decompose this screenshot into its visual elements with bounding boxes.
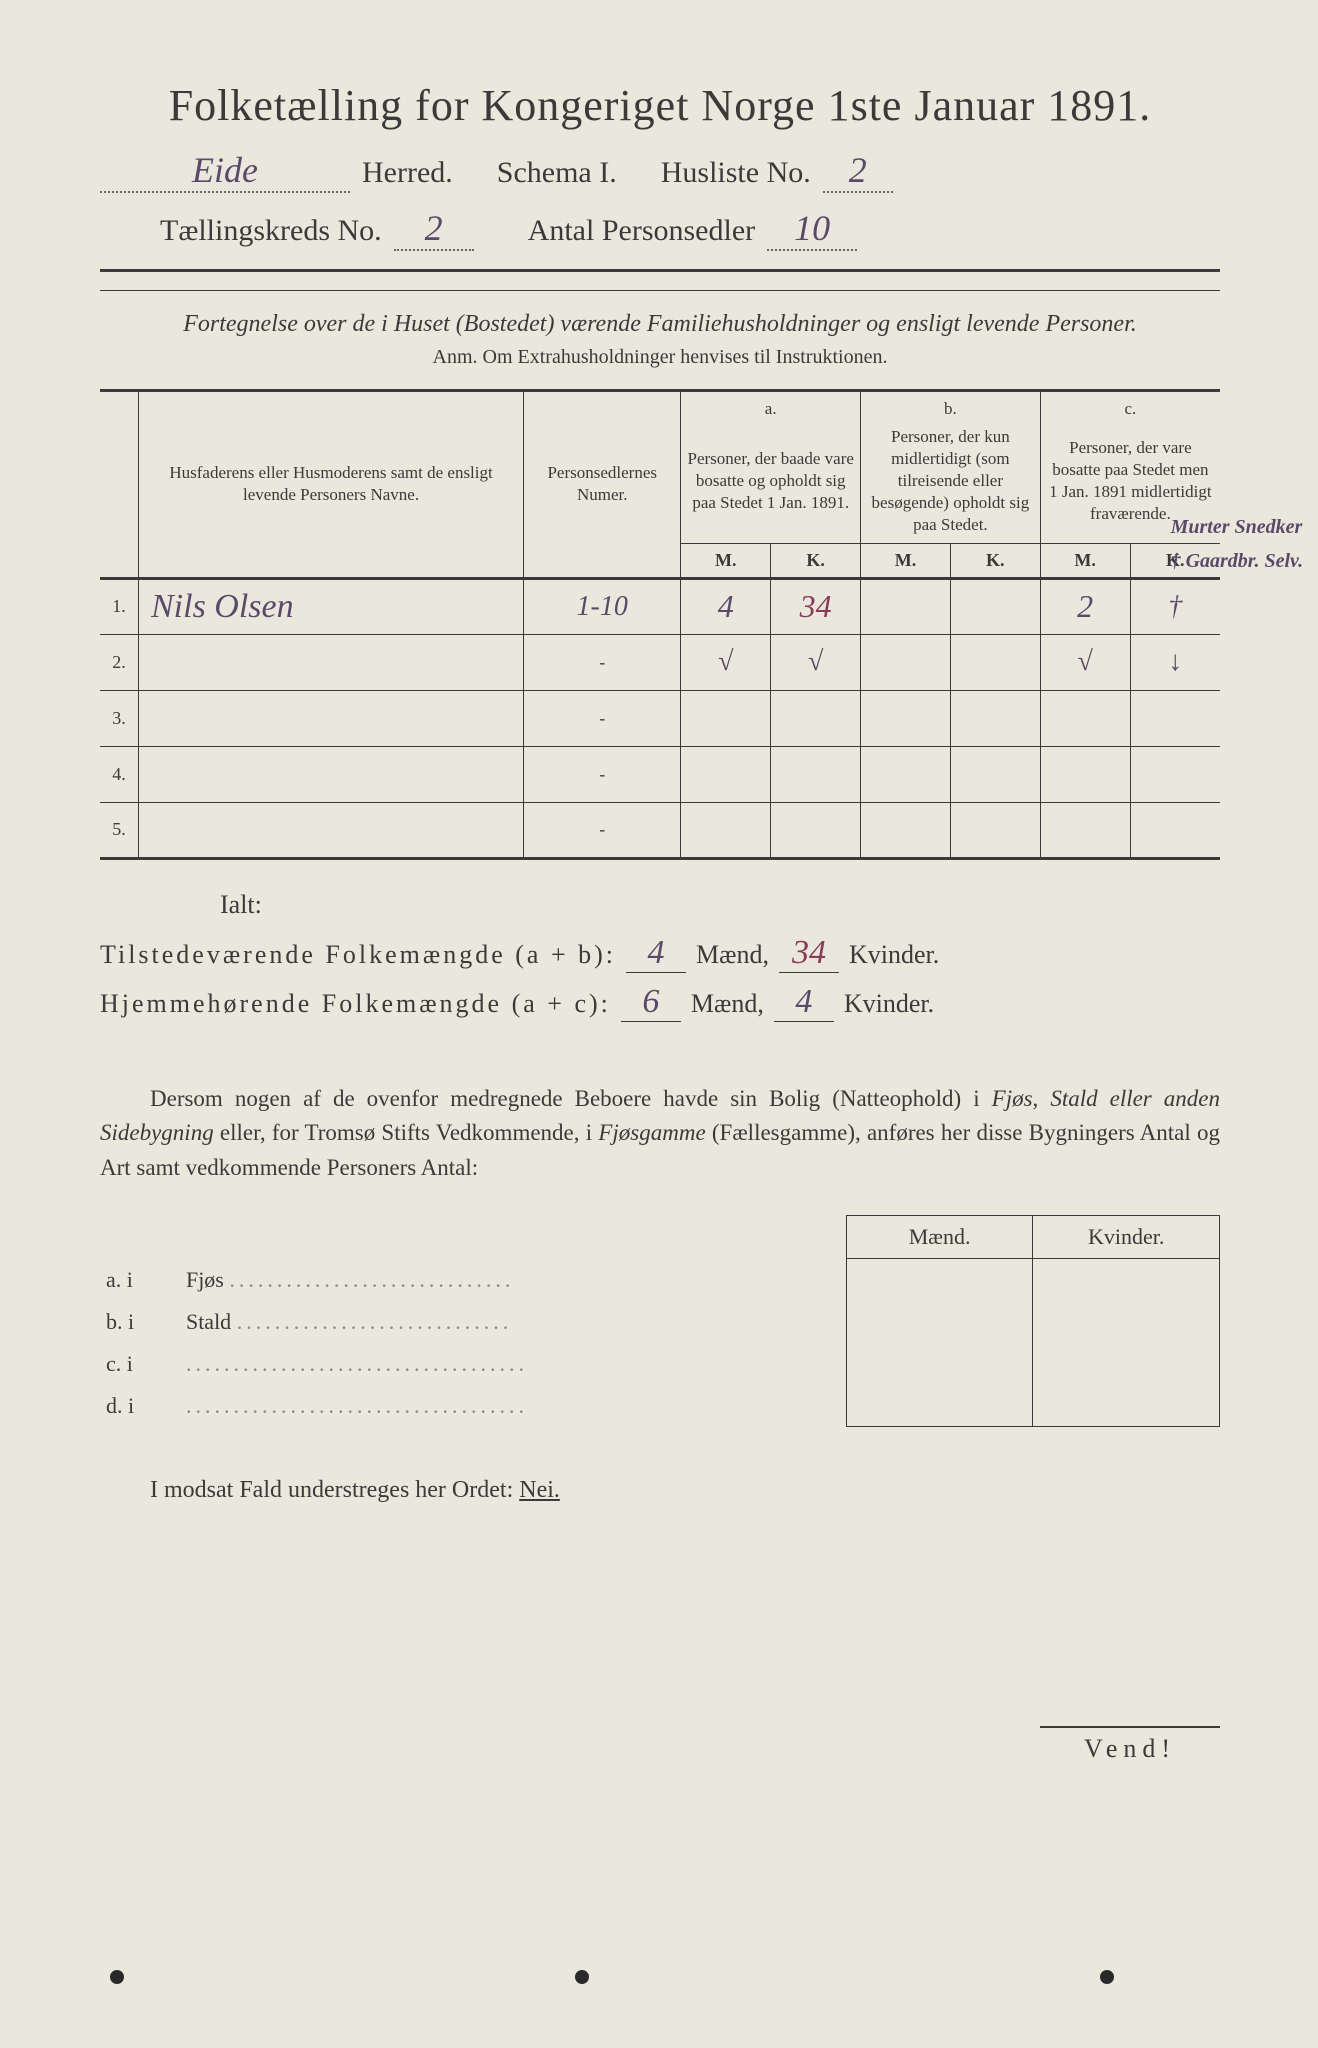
col-a-m: M. <box>681 543 771 578</box>
schema-label: Schema I. <box>497 156 617 190</box>
bldg-row: c. i ...................................… <box>100 1343 1220 1385</box>
col-b: Personer, der kun midlertidigt (som tilr… <box>861 420 1041 543</box>
divider <box>100 269 1220 272</box>
hole-mark <box>575 1970 589 1984</box>
table-body: 1. Nils Olsen 1-10 4 34 2 † 2. - √ √ √ ↓ <box>100 578 1220 858</box>
col-b-k: K. <box>950 543 1040 578</box>
census-form-page: Folketælling for Kongeriget Norge 1ste J… <box>100 80 1220 1504</box>
bldg-row: a. i Fjøs .............................. <box>100 1259 1220 1301</box>
page-title: Folketælling for Kongeriget Norge 1ste J… <box>100 80 1220 131</box>
kreds-field: 2 <box>394 207 474 251</box>
col-c-k: K. Murter Snedker † Gaardbr. Selv. <box>1130 543 1220 578</box>
table-row: 5. - <box>100 802 1220 858</box>
totals-row-1: Tilstedeværende Folkemængde (a + b): 4 M… <box>100 934 1220 973</box>
building-paragraph: Dersom nogen af de ovenfor medregnede Be… <box>100 1082 1220 1186</box>
thin-divider <box>100 290 1220 291</box>
col-a: Personer, der baade vare bosatte og opho… <box>681 420 861 543</box>
margin-note-2: † Gaardbr. Selv. <box>1171 550 1304 573</box>
vend-label: Vend! <box>1040 1726 1220 1764</box>
totals-row-2: Hjemmehørende Folkemængde (a + c): 6 Mæn… <box>100 983 1220 1022</box>
bldg-maend: Mænd. <box>846 1216 1033 1259</box>
totals-block: Ialt: Tilstedeværende Folkemængde (a + b… <box>100 890 1220 1022</box>
husliste-label: Husliste No. <box>661 156 811 190</box>
header-row-1: Eide Herred. Schema I. Husliste No. 2 <box>100 149 1220 193</box>
col-names: Husfaderens eller Husmoderens samt de en… <box>139 391 524 579</box>
col-c-m: M. <box>1040 543 1130 578</box>
col-num: Personsedlernes Numer. <box>524 391 681 579</box>
header-row-2: Tællingskreds No. 2 Antal Personsedler 1… <box>100 207 1220 251</box>
table-row: 1. Nils Olsen 1-10 4 34 2 † <box>100 578 1220 634</box>
line2-m: 6 <box>621 983 681 1022</box>
bldg-row: d. i ...................................… <box>100 1385 1220 1427</box>
ialt-label: Ialt: <box>220 890 1220 920</box>
col-a-k: K. <box>771 543 861 578</box>
col-b-head: b. <box>861 391 1041 421</box>
bldg-kvinder: Kvinder. <box>1033 1216 1220 1259</box>
col-rownum <box>100 391 139 579</box>
herred-label: Herred. <box>362 156 453 190</box>
col-c-head: c. <box>1040 391 1220 421</box>
hole-mark <box>110 1970 124 1984</box>
table-row: 4. - <box>100 746 1220 802</box>
line2-k: 4 <box>774 983 834 1022</box>
margin-note-1: Murter Snedker <box>1171 516 1303 539</box>
bldg-row: b. i Stald ............................. <box>100 1301 1220 1343</box>
husliste-field: 2 <box>823 149 893 193</box>
line1-label: Tilstedeværende Folkemængde (a + b): <box>100 940 616 970</box>
instructions-text: Fortegnelse over de i Huset (Bostedet) v… <box>100 311 1220 338</box>
hole-mark <box>1100 1970 1114 1984</box>
antal-label: Antal Personsedler <box>528 214 755 248</box>
line1-m: 4 <box>626 934 686 973</box>
kreds-label: Tællingskreds No. <box>160 214 382 248</box>
anm-text: Anm. Om Extrahusholdninger henvises til … <box>100 346 1220 369</box>
line2-label: Hjemmehørende Folkemængde (a + c): <box>100 989 611 1019</box>
table-row: 2. - √ √ √ ↓ <box>100 634 1220 690</box>
antal-field: 10 <box>767 207 857 251</box>
herred-field: Eide <box>100 149 350 193</box>
col-a-head: a. <box>681 391 861 421</box>
building-table: Mænd. Kvinder. a. i Fjøs ...............… <box>100 1215 1220 1427</box>
household-table: Husfaderens eller Husmoderens samt de en… <box>100 389 1220 860</box>
nei-line: I modsat Fald understreges her Ordet: Ne… <box>100 1477 1220 1504</box>
col-b-m: M. <box>861 543 951 578</box>
line1-k: 34 <box>779 934 839 973</box>
table-row: 3. - <box>100 690 1220 746</box>
